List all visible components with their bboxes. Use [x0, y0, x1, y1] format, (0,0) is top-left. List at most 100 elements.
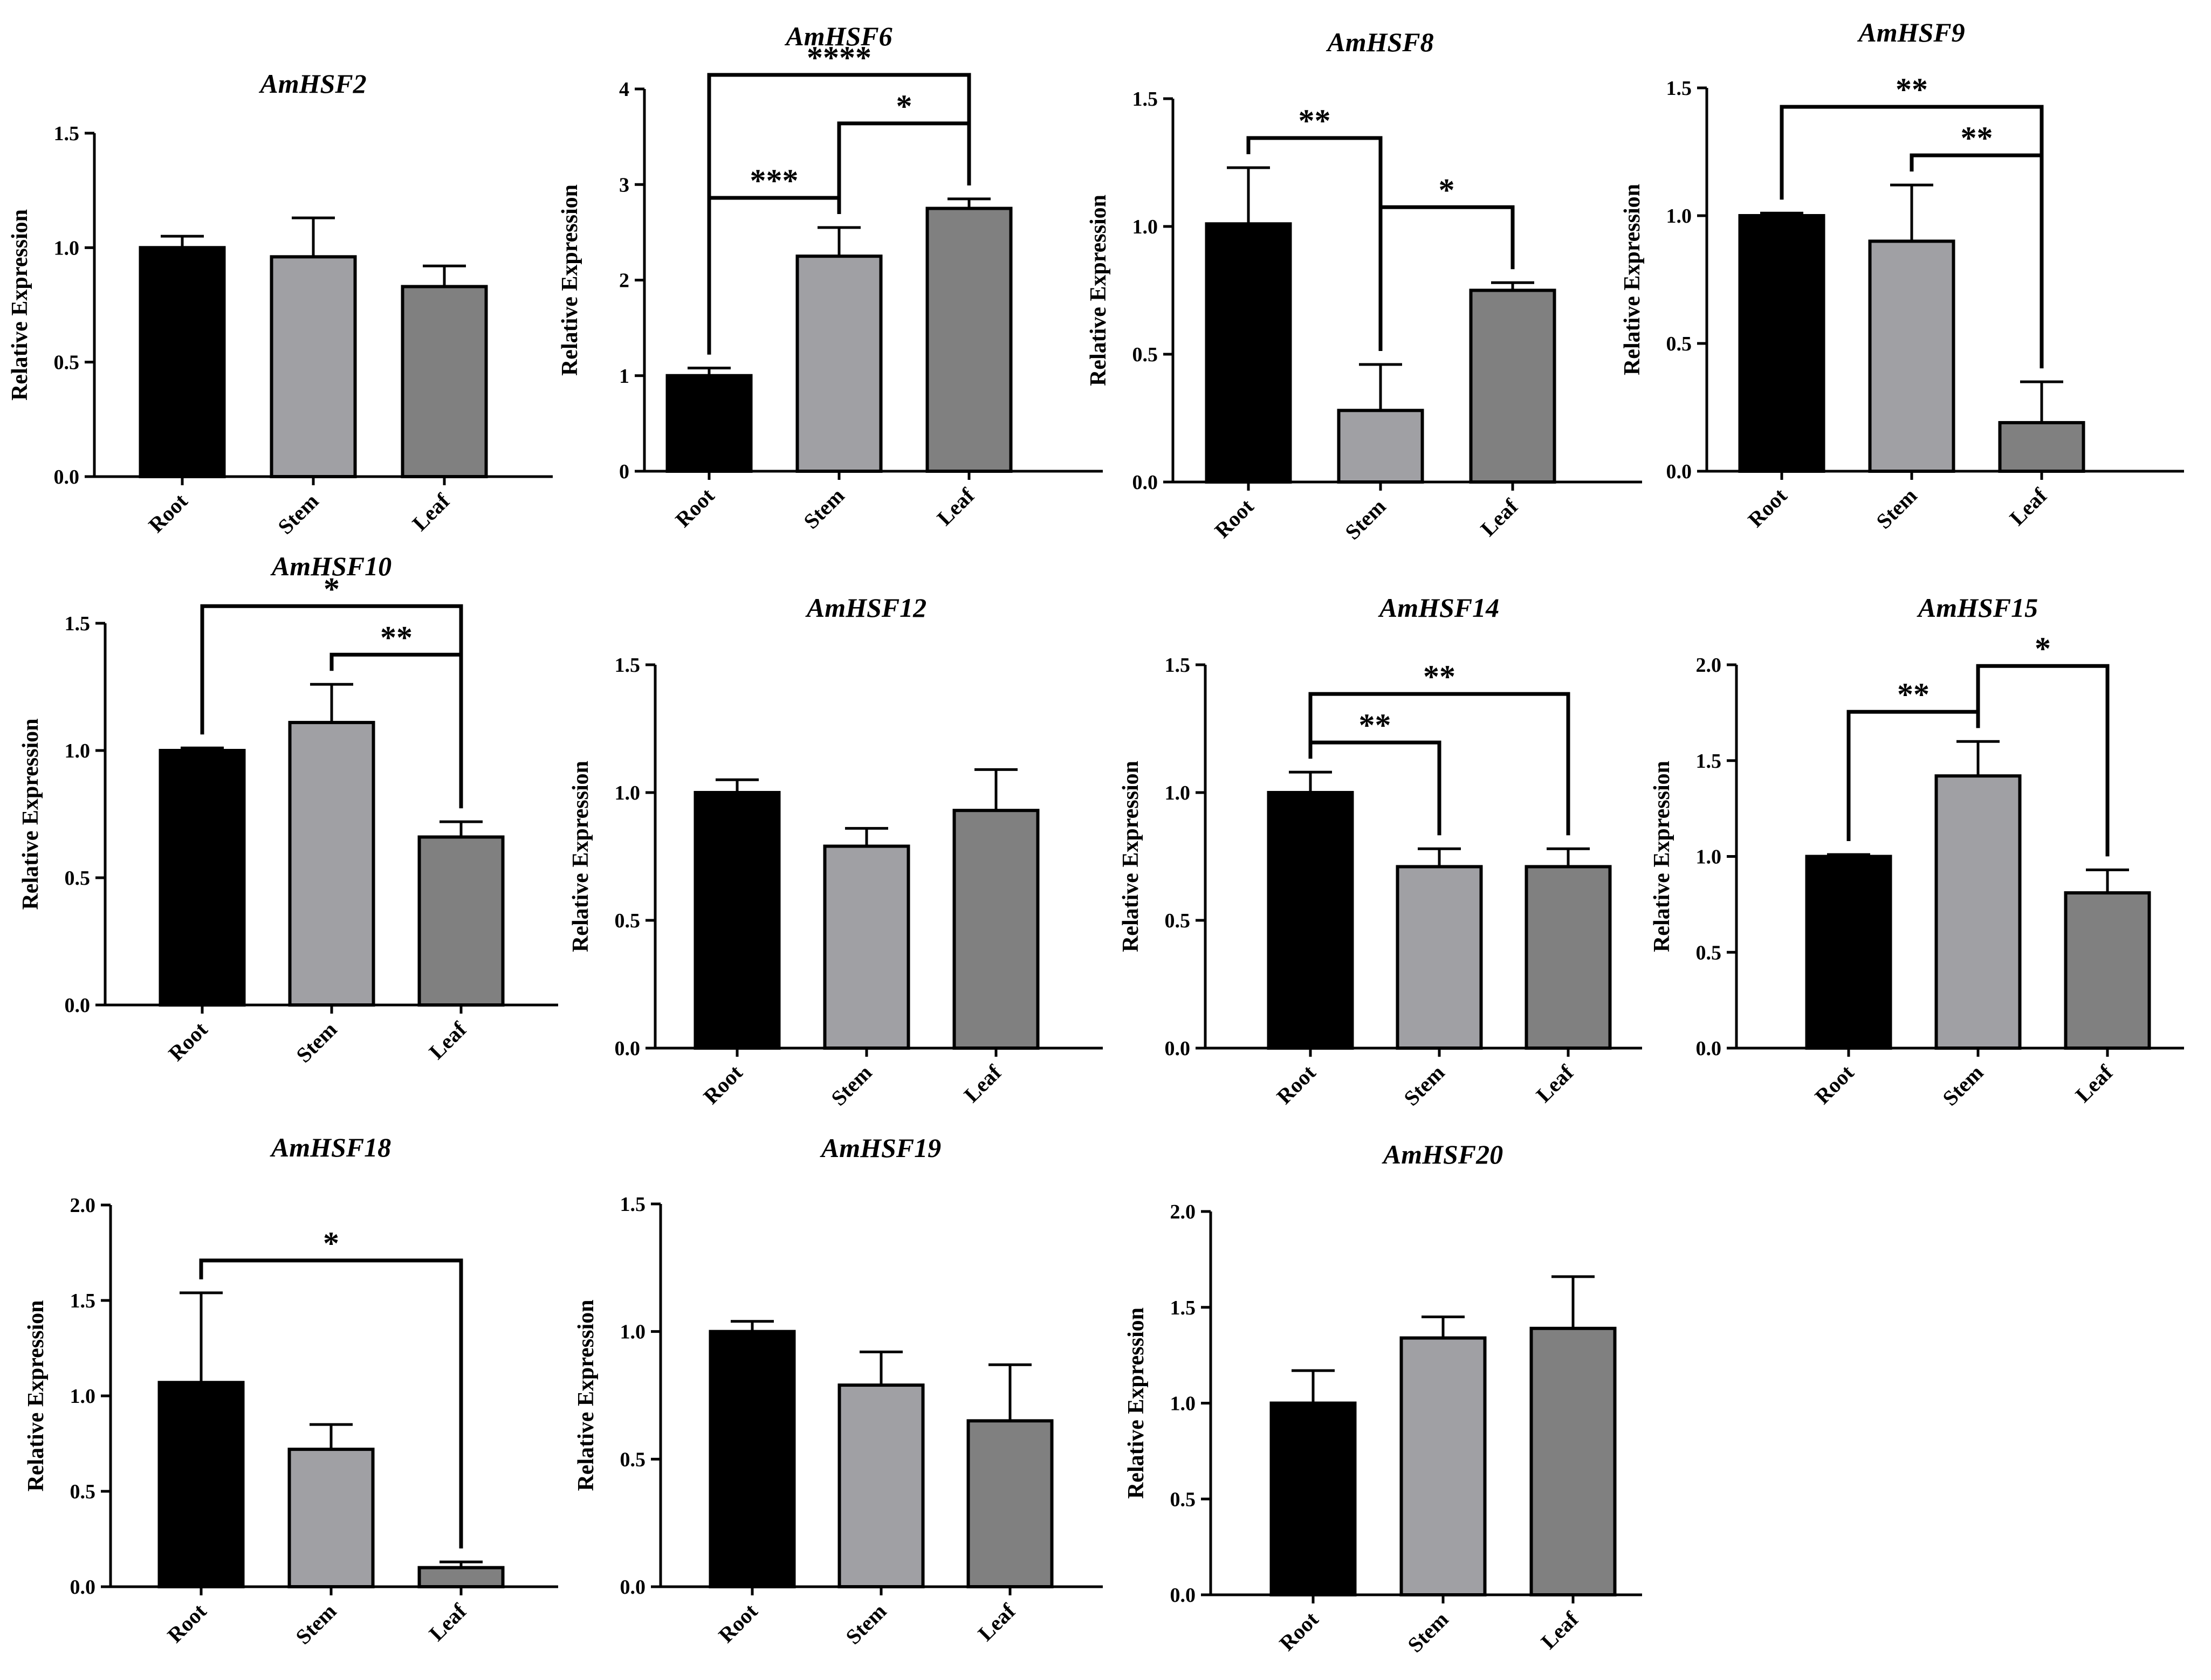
chart-title: AmHSF9	[1857, 17, 1965, 47]
x-tick-label: Stem	[1871, 484, 1921, 534]
x-tick-label: Stem	[799, 484, 849, 534]
bar-leaf	[401, 285, 488, 478]
significance-label: **	[1961, 120, 1993, 156]
x-tick-label: Stem	[841, 1599, 891, 1649]
bar-root	[139, 246, 226, 478]
y-tick-label: 2.0	[1696, 654, 1722, 677]
chart-panel: AmHSF10 Relative Expression 0.0 0.5 1.0 1.5 Ro…	[18, 551, 558, 1068]
significance-bracket	[1976, 664, 2110, 857]
chart-panel: AmHSF6 Relative Expression 0 1 2 3 4 Root Stem Le…	[558, 21, 1103, 534]
x-tick-label: Root	[162, 1599, 211, 1647]
bar-leaf	[1525, 865, 1612, 1050]
bar-stem	[1396, 865, 1483, 1050]
chart-panel: AmHSF9 Relative Expression 0.0 0.5 1.0 1.5 Roo…	[1620, 17, 2184, 534]
y-tick-label: 4	[619, 78, 629, 101]
y-tick-label: 0.0	[1165, 1037, 1191, 1060]
bar-stem	[1934, 774, 2022, 1050]
bar-stem	[1399, 1336, 1487, 1596]
y-tick-label: 1.5	[615, 654, 641, 677]
significance-label: *	[323, 1225, 339, 1261]
x-tick-label: Stem	[291, 1017, 341, 1068]
y-axis-label: Relative Expression	[574, 1299, 599, 1491]
x-tick-label: Leaf	[424, 1599, 471, 1645]
bar-stem	[287, 1448, 375, 1589]
chart-title: AmHSF15	[1917, 593, 2038, 623]
significance-label: **	[1423, 659, 1455, 694]
significance-label: *	[896, 88, 912, 124]
bar-leaf	[1998, 421, 2085, 473]
chart-panel: AmHSF14 Relative Expression 0.0 0.5 1.0 1.5 Ro…	[1118, 593, 1642, 1111]
significance-label: ***	[750, 163, 799, 198]
y-tick-label: 1.0	[620, 1321, 646, 1344]
y-tick-label: 1.5	[1696, 750, 1722, 773]
y-tick-label: 0.0	[70, 1576, 96, 1599]
y-tick-label: 0.5	[615, 910, 641, 932]
y-tick-label: 1.5	[65, 612, 91, 635]
y-tick-label: 0	[619, 460, 629, 483]
x-tick-label: Leaf	[1476, 494, 1523, 541]
x-tick-label: Stem	[1399, 1061, 1449, 1111]
y-tick-label: 0.5	[1132, 343, 1158, 366]
y-tick-label: 0.0	[615, 1037, 641, 1060]
y-tick-label: 1.0	[1666, 205, 1692, 228]
y-tick-label: 1.0	[1165, 782, 1191, 804]
y-axis-label: Relative Expression	[1086, 195, 1111, 386]
x-tick-label: Root	[1272, 1060, 1320, 1108]
x-tick-label: Root	[143, 488, 192, 537]
bar-root	[1738, 214, 1825, 473]
significance-label: ****	[807, 40, 871, 75]
x-tick-label: Stem	[273, 489, 323, 539]
y-axis-label: Relative Expression	[1124, 1307, 1149, 1499]
bar-stem	[1868, 239, 1955, 473]
bar-leaf	[966, 1419, 1054, 1588]
significance-bracket	[707, 73, 971, 355]
x-tick-label: Root	[1743, 483, 1791, 532]
y-tick-label: 1.5	[1165, 654, 1191, 677]
significance-label: *	[324, 571, 340, 607]
x-tick-label: Leaf	[2005, 483, 2052, 530]
y-tick-label: 0.0	[1666, 460, 1692, 483]
y-tick-label: 1.5	[620, 1193, 646, 1216]
bar-stem	[288, 721, 375, 1007]
significance-bracket	[1308, 692, 1570, 836]
bar-root	[159, 749, 246, 1007]
chart-panel: AmHSF8 Relative Expression 0.0 0.5 1.0 1.5 Roo…	[1086, 27, 1642, 545]
significance-bracket	[199, 1258, 463, 1548]
y-tick-label: 1.0	[1696, 846, 1722, 869]
x-tick-label: Root	[163, 1017, 212, 1065]
bar-root	[693, 791, 781, 1050]
x-tick-label: Root	[698, 1060, 747, 1108]
chart-title: AmHSF14	[1378, 593, 1499, 623]
bar-stem	[837, 1383, 925, 1588]
chart-title: AmHSF12	[805, 593, 926, 623]
bar-stem	[1337, 409, 1424, 484]
y-tick-label: 1.0	[54, 237, 80, 259]
y-tick-label: 0.5	[1666, 333, 1692, 355]
x-tick-label: Leaf	[408, 488, 455, 535]
bar-root	[1267, 791, 1354, 1050]
y-tick-label: 0.5	[1165, 910, 1191, 932]
y-tick-label: 1.0	[615, 782, 641, 804]
y-axis-label: Relative Expression	[1650, 761, 1674, 952]
y-tick-label: 1	[619, 365, 629, 388]
x-tick-label: Stem	[1340, 494, 1390, 545]
x-tick-label: Leaf	[1532, 1060, 1578, 1107]
y-tick-label: 2	[619, 270, 629, 292]
bar-leaf	[952, 809, 1040, 1050]
x-tick-label: Root	[1274, 1607, 1323, 1655]
x-tick-label: Stem	[826, 1061, 876, 1111]
significance-bracket	[1378, 205, 1515, 351]
y-tick-label: 0.5	[70, 1481, 96, 1503]
y-tick-label: 0.0	[1132, 471, 1158, 494]
significance-label: **	[1896, 72, 1928, 107]
y-tick-label: 0.0	[54, 466, 80, 488]
y-tick-label: 2.0	[70, 1194, 96, 1217]
y-axis-label: Relative Expression	[8, 209, 32, 401]
x-tick-label: Root	[1810, 1060, 1858, 1108]
significance-bracket	[1780, 105, 2044, 369]
y-axis-label: Relative Expression	[1118, 761, 1143, 952]
y-axis-label: Relative Expression	[568, 761, 593, 952]
significance-label: **	[1299, 103, 1331, 139]
y-tick-label: 1.0	[1132, 216, 1158, 238]
y-tick-label: 2.0	[1170, 1201, 1196, 1223]
